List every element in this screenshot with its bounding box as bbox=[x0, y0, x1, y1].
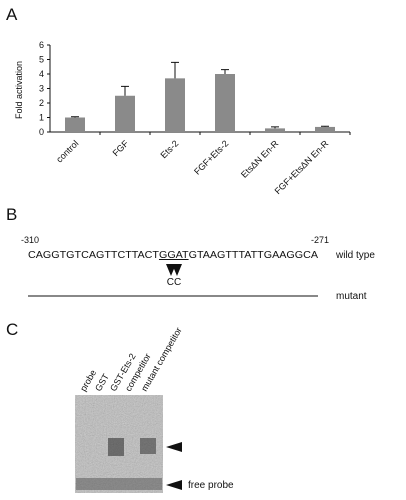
y-tick-label: 6 bbox=[39, 40, 44, 50]
gel-band bbox=[76, 478, 162, 490]
y-tick-label: 1 bbox=[39, 113, 44, 123]
x-tick-label: FGF+Ets-2 bbox=[192, 138, 230, 176]
bar bbox=[315, 126, 335, 132]
sequence-part: GTAAGTTTATTGAAGGCA bbox=[189, 250, 319, 261]
mutation-label: CC bbox=[167, 277, 181, 288]
panel-label: C bbox=[6, 320, 18, 339]
y-tick-label: 5 bbox=[39, 55, 44, 65]
mutation-arrow bbox=[172, 264, 182, 276]
x-tick-label: Ets-2 bbox=[158, 138, 180, 160]
sequence: CAGGTGTCAGTTCTTACT GGAT GTAAGTTTATTGAAGGCA bbox=[28, 250, 318, 261]
panel-label: B bbox=[6, 205, 17, 224]
x-tick-label: FGF bbox=[111, 138, 131, 158]
bar bbox=[215, 74, 235, 132]
error-bar bbox=[71, 116, 79, 118]
y-tick-label: 0 bbox=[39, 127, 44, 137]
y-tick-label: 2 bbox=[39, 98, 44, 108]
band-arrow bbox=[166, 480, 182, 490]
position-label: -310 bbox=[21, 235, 39, 245]
error-bar bbox=[121, 85, 129, 96]
sequence-part: CAGGTGTCAGTTCTTACT bbox=[28, 250, 159, 261]
x-tick-label: EtsΔN En-R bbox=[239, 138, 281, 180]
free-probe-label: free probe bbox=[188, 480, 234, 491]
bar bbox=[65, 117, 85, 132]
error-bar bbox=[321, 125, 329, 127]
error-bar bbox=[171, 61, 179, 79]
y-tick-label: 3 bbox=[39, 84, 44, 94]
x-tick-label: FGF+EtsΔN En-R bbox=[273, 138, 331, 196]
bar bbox=[165, 78, 185, 132]
error-bar bbox=[221, 69, 229, 74]
error-bar bbox=[271, 126, 279, 129]
panel-label: A bbox=[6, 5, 18, 24]
gel-band bbox=[108, 438, 124, 456]
gel-band bbox=[140, 438, 156, 454]
mutant-label: mutant bbox=[336, 291, 367, 302]
y-axis-label: Fold activation bbox=[14, 61, 24, 119]
bar bbox=[115, 95, 135, 132]
band-arrow bbox=[166, 442, 182, 452]
y-tick-label: 4 bbox=[39, 69, 44, 79]
gel bbox=[75, 395, 163, 493]
x-tick-label: control bbox=[54, 138, 80, 164]
bar bbox=[265, 128, 285, 132]
position-label: -271 bbox=[311, 235, 329, 245]
sequence-site: GGAT bbox=[159, 250, 189, 261]
wild-type-label: wild type bbox=[335, 250, 375, 261]
